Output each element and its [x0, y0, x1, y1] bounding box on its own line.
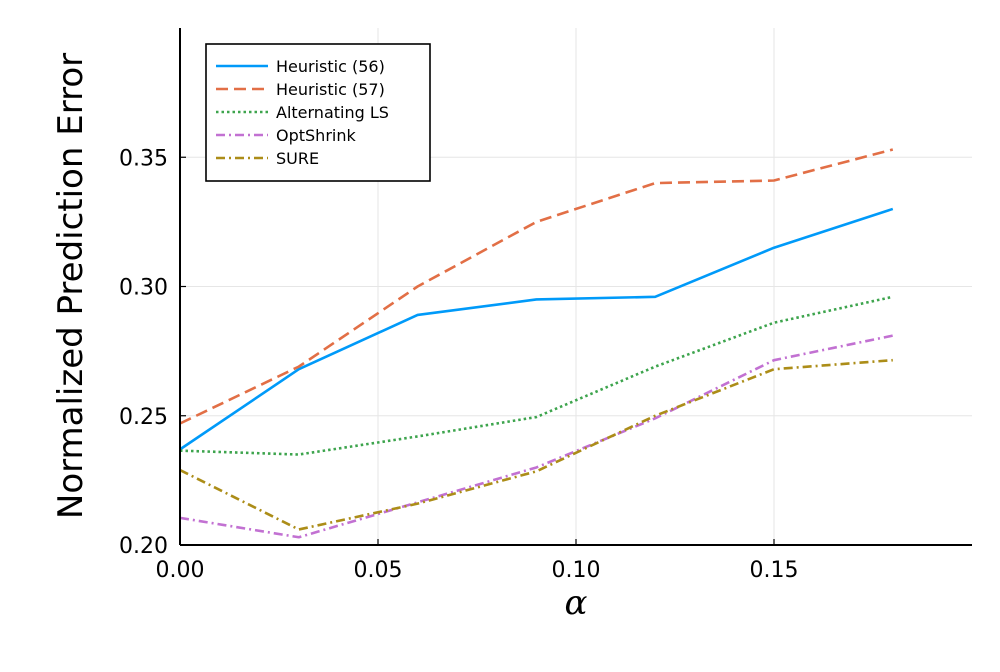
series-line-4 [179, 334, 894, 539]
x-tick-label: 0.00 [156, 558, 205, 583]
series-line-5 [179, 358, 893, 531]
axes [179, 28, 972, 546]
y-tick-label: 0.25 [119, 405, 168, 430]
x-tick-label: 0.05 [354, 558, 403, 583]
legend-label-3: Alternating LS [276, 103, 389, 122]
series-line-1 [179, 207, 894, 451]
legend-label-2: Heuristic (57) [276, 80, 385, 99]
legend-label-4: OptShrink [276, 126, 356, 145]
series-line-2 [179, 148, 894, 425]
series-line-3 [179, 295, 894, 456]
x-tick-label: 0.15 [750, 558, 799, 583]
y-tick-label: 0.30 [119, 276, 168, 301]
legend: Heuristic (56) Heuristic (57) Alternating … [205, 43, 431, 182]
y-tick-label: 0.20 [119, 534, 168, 559]
series-lines [179, 148, 894, 539]
x-axis-label: α [565, 583, 588, 623]
x-tick-label: 0.10 [552, 558, 601, 583]
legend-label-1: Heuristic (56) [276, 57, 385, 76]
tick-labels: 0.00 0.05 0.10 0.15 0.20 0.25 0.30 0.35 [119, 146, 798, 583]
y-tick-label: 0.35 [119, 146, 168, 171]
legend-label-5: SURE [276, 149, 319, 168]
y-axis-label: Normalized Prediction Error [51, 53, 91, 519]
